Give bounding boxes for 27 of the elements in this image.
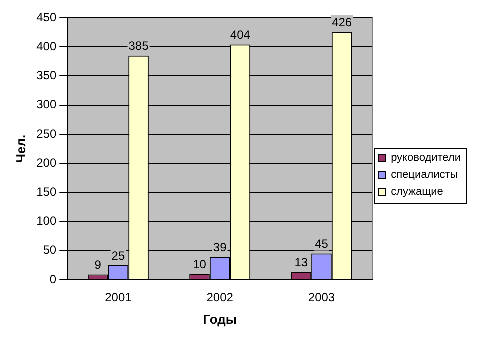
y-tick-label: 100 <box>36 214 57 228</box>
x-axis-title: Годы <box>203 312 238 327</box>
legend-label: специалисты <box>391 169 458 182</box>
y-tick-label: 300 <box>36 98 57 112</box>
y-tick-label: 200 <box>36 156 57 170</box>
x-tick-label: 2002 <box>206 290 234 305</box>
data-label: 426 <box>332 15 352 30</box>
y-axis-title: Чел. <box>13 134 28 164</box>
x-tick-label: 2001 <box>105 290 132 305</box>
y-tick-label: 450 <box>36 10 57 24</box>
data-label: 45 <box>315 237 329 252</box>
y-tick-label: 150 <box>36 184 57 199</box>
legend-label: служащие <box>391 186 444 198</box>
data-label: 39 <box>213 240 228 255</box>
data-label: 10 <box>193 257 207 272</box>
data-label: 13 <box>294 256 308 270</box>
data-label: 9 <box>94 258 102 272</box>
y-tick-label: 50 <box>43 243 57 258</box>
y-tick-label: 400 <box>36 39 57 54</box>
x-tick-label: 2003 <box>308 290 336 305</box>
data-label: 25 <box>112 248 126 263</box>
legend-label: руководители <box>391 152 461 164</box>
y-tick-label: 0 <box>50 272 57 286</box>
data-label: 385 <box>128 39 150 54</box>
y-tick-label: 250 <box>36 126 57 141</box>
y-tick-label: 350 <box>36 68 57 83</box>
data-label: 404 <box>230 28 251 42</box>
